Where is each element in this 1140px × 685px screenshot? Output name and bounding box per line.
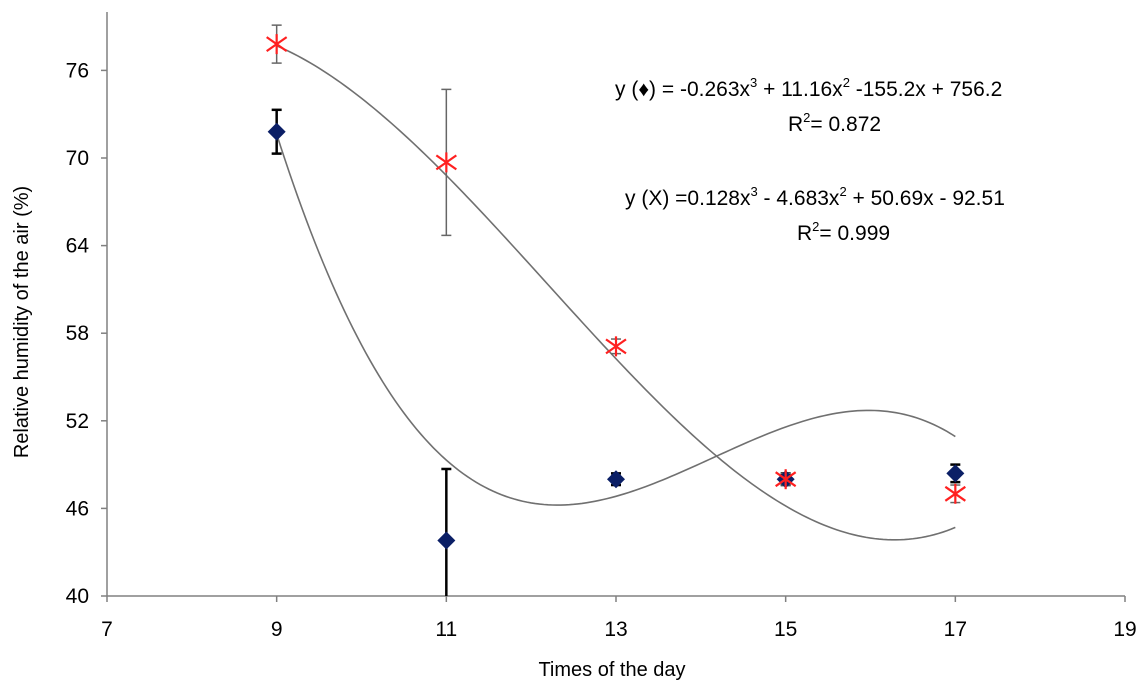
y-tick-label: 46: [66, 497, 89, 520]
diamond-point: [607, 470, 625, 489]
star-point: [605, 336, 627, 357]
y-axis-label: Relative humidity of the air (%): [11, 186, 33, 458]
star-point: [775, 469, 797, 490]
ticks: 40 46 52 58 64 70 76 7 9 11 13 15 17 19: [66, 59, 1137, 641]
x-tick-label: 7: [101, 618, 113, 641]
r-squared-star: R2= 0.999: [797, 219, 890, 245]
y-tick-label: 76: [66, 59, 89, 82]
x-tick-label: 19: [1113, 618, 1136, 641]
equation-diamond: y (♦) = -0.263x3 + 11.16x2 -155.2x + 756…: [615, 75, 1002, 101]
diamond-point: [437, 531, 456, 550]
trend-line-1: [276, 45, 956, 541]
trend-lines: [275, 45, 956, 541]
y-tick-label: 58: [66, 322, 89, 345]
x-tick-label: 11: [435, 618, 457, 641]
equation-star: y (X) =0.128x3 - 4.683x2 + 50.69x - 92.5…: [625, 184, 1005, 210]
star-point: [435, 152, 457, 173]
x-tick-label: 9: [271, 618, 283, 641]
x-axis-label: Times of the day: [538, 659, 685, 681]
x-tick-label: 15: [774, 618, 797, 641]
y-tick-label: 70: [66, 147, 89, 170]
error-bars: [271, 24, 961, 596]
x-tick-label: 17: [944, 618, 967, 641]
star-point: [266, 34, 288, 55]
y-tick-label: 40: [66, 585, 89, 608]
data-points: [266, 34, 966, 550]
diamond-point: [267, 122, 286, 141]
r-squared-diamond: R2= 0.872: [788, 110, 881, 136]
diamond-point: [946, 464, 965, 483]
y-tick-label: 64: [66, 235, 90, 258]
x-tick-label: 13: [604, 618, 627, 641]
trend-line-0: [275, 133, 956, 506]
star-point: [944, 483, 966, 504]
y-tick-label: 52: [66, 410, 89, 433]
